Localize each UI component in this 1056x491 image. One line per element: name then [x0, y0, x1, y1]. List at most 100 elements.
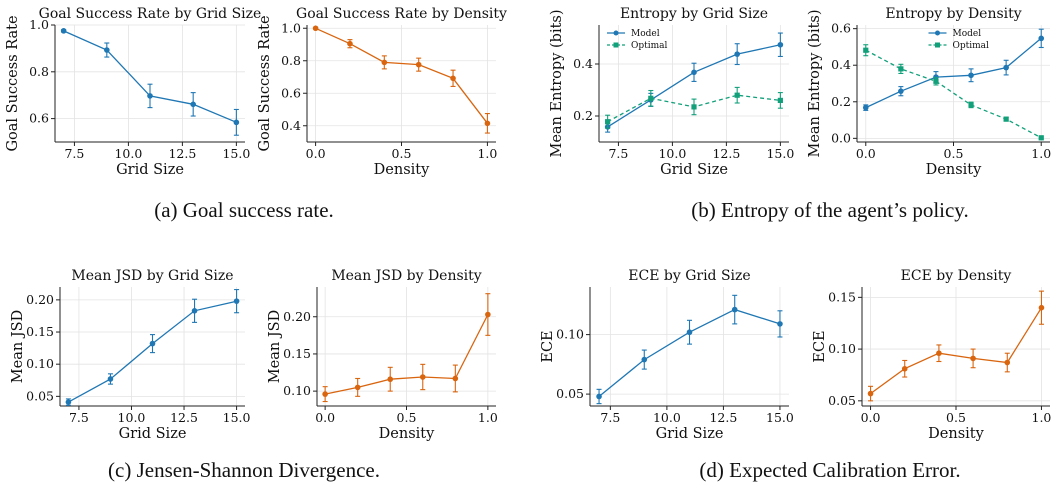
- x-axis-label: Density: [928, 426, 984, 442]
- legend-label: Optimal: [953, 41, 990, 51]
- data-point: [452, 375, 459, 382]
- x-tick-label: 0.5: [392, 146, 412, 161]
- legend-marker: [935, 42, 940, 48]
- series-model: [862, 28, 1045, 111]
- legend-marker: [613, 42, 619, 48]
- chart-title: ECE by Density: [901, 268, 1012, 284]
- series-line: [324, 314, 489, 395]
- series-optimal: [605, 86, 783, 129]
- x-axis-label: Grid Size: [116, 162, 184, 178]
- y-tick-label: 0.4: [573, 56, 593, 71]
- x-tick-label: 0.5: [946, 410, 966, 425]
- data-point: [1038, 135, 1044, 141]
- series-1: [60, 28, 240, 136]
- data-point: [968, 72, 974, 79]
- x-tick-label: 1.0: [1031, 146, 1051, 161]
- x-tick-label: 12.5: [170, 410, 198, 425]
- y-tick-label: 0.10: [26, 356, 54, 371]
- series-optimal: [863, 44, 1044, 141]
- series-line: [865, 37, 1042, 109]
- y-tick-label: 0.10: [828, 341, 856, 356]
- data-point: [936, 350, 942, 357]
- data-point: [104, 47, 110, 53]
- legend-marker: [613, 30, 619, 36]
- x-tick-label: 15.0: [222, 146, 250, 161]
- data-point: [485, 311, 491, 318]
- data-point: [596, 393, 602, 400]
- caption-c: (c) Jensen-Shannon Divergence.: [108, 458, 380, 482]
- chart-title: ECE by Grid Size: [628, 268, 750, 284]
- y-axis-label: Mean JSD: [267, 310, 283, 383]
- data-point: [450, 75, 456, 82]
- caption-a: (a) Goal success rate.: [154, 198, 334, 222]
- y-axis-label: ECE: [540, 330, 556, 362]
- data-point: [970, 355, 976, 362]
- y-axis-label: Mean JSD: [10, 310, 26, 383]
- data-point: [605, 119, 611, 125]
- chart-panel-4: 0.0 0.5 1.0 0.0 0.2 0.4 0.6 Entropy by Density D…: [807, 6, 1051, 178]
- y-tick-label: 0.05: [828, 393, 856, 408]
- data-point: [147, 93, 153, 99]
- caption-d: (d) Expected Calibration Error.: [699, 458, 961, 482]
- data-point: [190, 101, 196, 108]
- y-tick-label: 0.8: [281, 53, 301, 68]
- data-point: [387, 376, 394, 383]
- y-tick-label: 0.4: [831, 57, 851, 72]
- data-point: [415, 61, 422, 68]
- data-point: [901, 365, 908, 372]
- x-tick-label: 1.0: [478, 410, 498, 425]
- chart-panel-5: 7.5 10.0 12.5 15.0 0.05 0.10 0.15 0.20 Mean JSD …: [10, 268, 251, 442]
- x-tick-label: 7.5: [600, 410, 620, 425]
- data-point: [381, 59, 388, 66]
- x-tick-label: 1.0: [477, 146, 497, 161]
- chart-panel-7: 7.5 10.0 12.5 15.0 0.05 0.10 ECE by Grid Size G…: [540, 268, 794, 442]
- data-point: [731, 306, 738, 313]
- x-axis-label: Density: [379, 426, 435, 442]
- x-tick-label: 0.5: [397, 410, 417, 425]
- data-point: [149, 340, 156, 347]
- data-point: [107, 376, 114, 382]
- data-point: [354, 384, 361, 391]
- data-point: [1038, 304, 1045, 311]
- y-tick-label: 0.15: [26, 324, 54, 339]
- series-1: [312, 25, 491, 134]
- data-point: [734, 92, 740, 98]
- x-axis-label: Density: [926, 162, 982, 178]
- legend-marker: [935, 30, 940, 36]
- data-point: [233, 298, 240, 304]
- y-tick-label: 0.15: [283, 346, 311, 361]
- data-point: [777, 41, 784, 48]
- chart-title: Entropy by Grid Size: [620, 6, 768, 22]
- data-point: [898, 88, 904, 94]
- y-axis-label: Mean Entropy (bits): [549, 9, 565, 157]
- data-point: [1003, 64, 1009, 71]
- y-tick-label: 0.4: [281, 118, 301, 133]
- data-point: [641, 356, 648, 363]
- y-tick-label: 1.0: [281, 20, 301, 35]
- x-tick-label: 10.0: [118, 410, 146, 425]
- chart-panel-3: 7.5 10.0 12.5 15.0 0.2 0.4 Entropy by Grid Siz…: [549, 6, 794, 178]
- data-point: [691, 69, 697, 76]
- x-tick-label: 1.0: [1032, 410, 1052, 425]
- y-tick-label: 0.6: [831, 21, 851, 36]
- x-tick-label: 0.0: [856, 146, 876, 161]
- y-tick-label: 0.05: [26, 388, 54, 403]
- data-point: [1038, 35, 1045, 42]
- x-axis-label: Grid Size: [656, 426, 724, 442]
- y-tick-label: 1.0: [29, 17, 49, 32]
- series-line: [865, 49, 1042, 139]
- x-tick-label: 12.5: [168, 146, 196, 161]
- y-tick-label: 0.10: [283, 383, 311, 398]
- legend-label: Model: [631, 29, 660, 39]
- data-point: [898, 66, 904, 72]
- series-line: [315, 27, 488, 124]
- caption-b: (b) Entropy of the agent’s policy.: [691, 198, 969, 222]
- x-axis-label: Density: [374, 162, 430, 178]
- x-tick-label: 10.0: [114, 146, 142, 161]
- data-point: [60, 28, 67, 34]
- y-axis-label: Goal Success Rate: [5, 15, 21, 151]
- data-point: [863, 47, 869, 53]
